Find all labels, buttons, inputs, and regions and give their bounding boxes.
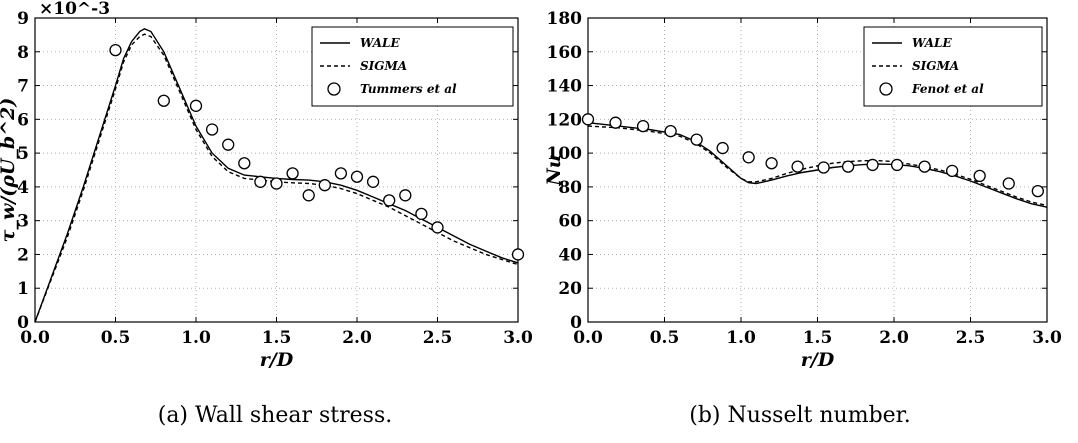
- x-tick-label: 2.5: [423, 328, 453, 348]
- legend-label: WALE: [360, 36, 400, 50]
- y-tick-label: 8: [17, 43, 29, 63]
- legend-label: SIGMA: [912, 59, 959, 73]
- data-point-tummers-et-al: [383, 194, 396, 207]
- x-tick-label: 0.0: [20, 328, 50, 348]
- legend-label: SIGMA: [360, 59, 407, 73]
- y-tick-label: 9: [17, 9, 29, 29]
- data-point-fenot-et-al: [636, 119, 650, 133]
- data-point-fenot-et-al: [791, 160, 804, 173]
- x-tick-label: 0.5: [101, 328, 131, 348]
- data-point-tummers-et-al: [254, 175, 267, 188]
- y-tick-label: 3: [17, 212, 29, 232]
- data-point-tummers-et-al: [350, 170, 364, 183]
- x-axis-label: r/D: [801, 349, 835, 371]
- data-point-fenot-et-al: [1002, 177, 1015, 190]
- x-tick-label: 2.5: [956, 328, 986, 348]
- chart-panel-a: 0.0 0.5 1.0 1.5 2.0 2.5 3.0 0 1 2 3 4 5 6 7 8 9 r/D τ_w/(ρ…: [0, 0, 533, 371]
- data-point-tummers-et-al: [431, 221, 444, 234]
- data-point-tummers-et-al: [189, 99, 203, 112]
- data-point-fenot-et-al: [581, 113, 595, 126]
- data-point-fenot-et-al: [664, 125, 677, 138]
- y-tick-label: 40: [558, 245, 582, 265]
- y-axis-label: τ_w/(ρU_b^2): [0, 98, 19, 243]
- y-tick-label: 0: [570, 313, 582, 333]
- series-line-sigma: [587, 125, 1048, 207]
- y-tick-label: 100: [547, 144, 583, 164]
- data-point-fenot-et-al: [716, 141, 729, 155]
- data-point-fenot-et-al: [973, 169, 986, 183]
- data-point-fenot-et-al: [890, 158, 904, 172]
- series-line-sigma: [34, 33, 519, 323]
- data-point-tummers-et-al: [366, 175, 380, 188]
- data-point-tummers-et-al: [399, 189, 412, 202]
- legend-label: Tummers et al: [360, 82, 457, 96]
- y-multiplier-label: ×10^-3: [39, 0, 110, 19]
- legend-box: [311, 26, 514, 107]
- data-point-tummers-et-al: [415, 207, 428, 221]
- y-tick-label: 0: [17, 313, 29, 333]
- y-tick-label: 120: [547, 110, 583, 130]
- data-point-fenot-et-al: [945, 164, 959, 177]
- caption-b: (b) Nusselt number.: [689, 403, 911, 428]
- y-tick-label: 5: [17, 144, 29, 164]
- y-tick-label: 2: [17, 245, 29, 265]
- data-point-tummers-et-al: [157, 94, 170, 107]
- x-tick-label: 1.0: [726, 328, 756, 348]
- x-tick-label: 2.0: [879, 328, 909, 348]
- data-point-fenot-et-al: [742, 151, 755, 164]
- data-point-tummers-et-al: [109, 43, 122, 57]
- x-tick-label: 2.0: [342, 328, 372, 348]
- legend-marker: [879, 82, 893, 96]
- data-point-tummers-et-al: [205, 123, 219, 136]
- data-point-tummers-et-al: [238, 157, 251, 170]
- x-tick-label: 0.5: [650, 328, 680, 348]
- data-point-fenot-et-al: [918, 160, 931, 173]
- y-tick-label: 7: [17, 77, 29, 97]
- y-tick-label: 160: [547, 43, 583, 63]
- y-axis-label: Nu: [543, 154, 565, 186]
- y-tick-label: 20: [558, 279, 582, 299]
- data-point-tummers-et-al: [318, 179, 331, 192]
- x-tick-label: 3.0: [1032, 328, 1062, 348]
- data-point-tummers-et-al: [286, 167, 299, 180]
- y-tick-label: 140: [547, 77, 583, 97]
- x-tick-label: 1.5: [803, 328, 833, 348]
- x-tick-label: 1.5: [262, 328, 292, 348]
- legend-label: Fenot et al: [911, 82, 984, 96]
- x-tick-label: 3.0: [503, 328, 533, 348]
- chart-panel-b: 0.0 0.5 1.0 1.5 2.0 2.5 3.0 0 20 40 60 80 100 120 140 1…: [543, 9, 1062, 371]
- series-line-wale: [587, 122, 1048, 208]
- data-point-fenot-et-al: [817, 161, 830, 174]
- y-tick-label: 80: [558, 178, 582, 198]
- data-point-fenot-et-al: [841, 160, 855, 173]
- data-point-tummers-et-al: [222, 138, 235, 151]
- legend-marker: [327, 82, 341, 96]
- y-tick-label: 4: [17, 178, 29, 198]
- data-point-tummers-et-al: [511, 248, 525, 261]
- y-tick-label: 6: [17, 110, 29, 130]
- x-tick-label: 0.0: [573, 328, 603, 348]
- data-point-fenot-et-al: [690, 133, 703, 146]
- data-point-tummers-et-al: [270, 177, 283, 190]
- x-tick-label: 1.0: [181, 328, 211, 348]
- series-line-wale: [34, 28, 519, 323]
- data-point-fenot-et-al: [765, 157, 778, 170]
- y-tick-label: 1: [17, 279, 29, 299]
- data-point-fenot-et-al: [866, 158, 879, 172]
- legend-label: WALE: [912, 36, 952, 50]
- data-point-fenot-et-al: [1031, 184, 1044, 198]
- y-tick-label: 60: [558, 212, 582, 232]
- y-tick-label: 180: [547, 9, 583, 29]
- data-point-tummers-et-al: [334, 167, 348, 180]
- data-point-fenot-et-al: [609, 116, 622, 129]
- x-axis-label: r/D: [260, 349, 294, 371]
- figure-canvas: 0.0 0.5 1.0 1.5 2.0 2.5 3.0 0 1 2 3 4 5 6 7 8 9 r/D τ_w/(ρ…: [0, 0, 1062, 371]
- caption-a: (a) Wall shear stress.: [157, 403, 393, 428]
- data-point-tummers-et-al: [302, 189, 315, 202]
